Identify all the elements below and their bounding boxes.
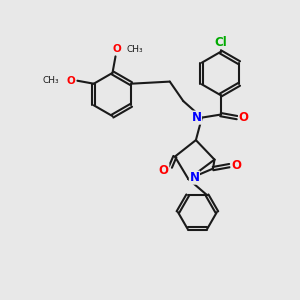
Text: N: N bbox=[189, 171, 200, 184]
Text: N: N bbox=[191, 111, 202, 124]
Text: O: O bbox=[231, 159, 241, 172]
Text: O: O bbox=[159, 164, 169, 177]
Text: O: O bbox=[112, 44, 122, 54]
Text: CH₃: CH₃ bbox=[43, 76, 59, 85]
Text: CH₃: CH₃ bbox=[127, 45, 143, 54]
Text: Cl: Cl bbox=[214, 36, 227, 49]
Text: O: O bbox=[67, 76, 76, 86]
Text: O: O bbox=[238, 111, 249, 124]
